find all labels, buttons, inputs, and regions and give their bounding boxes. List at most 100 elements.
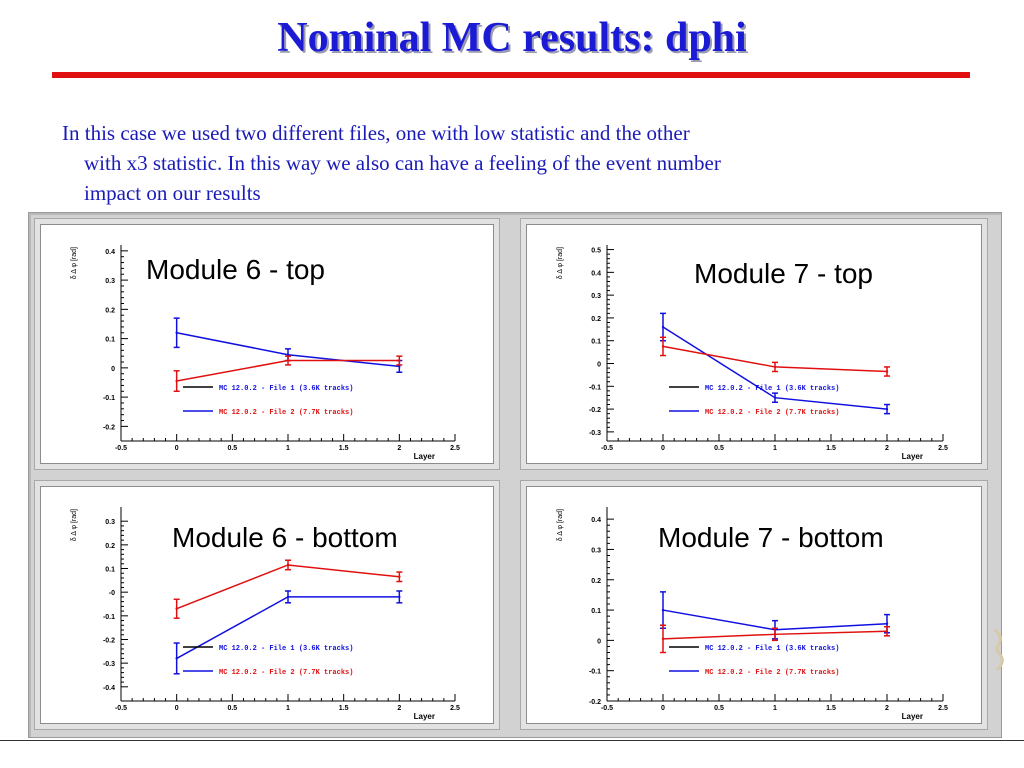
- intro-line: with x3 statistic. In this way we also c…: [84, 151, 721, 175]
- x-tick-label: 0: [175, 705, 179, 712]
- data-point: [175, 657, 178, 660]
- legend-label: MC 12.0.2 - File 2 (7.7K tracks): [705, 669, 839, 677]
- intro-line: impact on our results: [84, 181, 261, 205]
- y-tick-label: 0: [597, 362, 601, 369]
- legend-label: MC 12.0.2 - File 1 (3.6K tracks): [219, 645, 353, 653]
- y-tick-label: -0.2: [589, 407, 601, 414]
- x-axis-title: Layer: [414, 712, 435, 721]
- data-point: [885, 370, 889, 373]
- y-axis-title: δ Δ φ [rad]: [557, 247, 564, 279]
- x-tick-label: 1.5: [826, 445, 836, 452]
- plot-svg: -0.4 -0.3 -0.2 -0.1 -0 0.1 0.2 0.3 -0.5 0 0.5 1 1.5 2…: [71, 507, 460, 721]
- plot-title: Module 7 - top: [694, 258, 873, 289]
- data-point: [398, 359, 401, 362]
- legend-label: MC 12.0.2 - File 1 (3.6K tracks): [705, 645, 839, 653]
- plot-svg: -0.2 -0.1 0 0.1 0.2 0.3 0.4 -0.5 0 0.5 1 1.5 2 2.5 Lay…: [71, 245, 460, 461]
- legend-label: MC 12.0.2 - File 1 (3.6K tracks): [705, 385, 839, 393]
- y-tick-label: -0.4: [103, 685, 115, 692]
- x-tick-label: 0.5: [227, 445, 237, 452]
- data-point: [175, 607, 178, 610]
- y-axis-title: δ Δ φ [rad]: [71, 509, 78, 541]
- y-tick-label: 0: [111, 366, 115, 373]
- y-axis-title: δ Δ φ [rad]: [71, 247, 78, 279]
- x-tick-label: 0: [661, 705, 665, 712]
- x-tick-label: 2.5: [938, 705, 948, 712]
- y-tick-label: -0.1: [589, 384, 601, 391]
- y-tick-label: -0: [109, 590, 115, 597]
- x-axis-title: Layer: [902, 712, 923, 721]
- data-point: [773, 633, 777, 636]
- y-tick-label: 0.1: [105, 337, 115, 344]
- x-tick-label: 0: [175, 445, 179, 452]
- y-tick-label: 0.2: [105, 307, 115, 314]
- y-tick-label: -0.2: [589, 699, 601, 706]
- data-point: [661, 637, 665, 641]
- title-underline: [52, 72, 970, 78]
- y-tick-label: 0.2: [591, 316, 601, 323]
- y-tick-label: -0.3: [103, 661, 115, 668]
- x-tick-label: 2.5: [938, 445, 948, 452]
- y-tick-label: 0.3: [105, 519, 115, 526]
- y-tick-label: -0.1: [589, 669, 601, 676]
- data-point: [286, 563, 290, 567]
- y-tick-label: 0.2: [105, 543, 115, 550]
- data-point: [885, 407, 889, 411]
- y-tick-label: -0.2: [103, 424, 115, 431]
- x-tick-label: -0.5: [115, 705, 127, 712]
- data-point: [398, 575, 401, 578]
- x-tick-label: 1.5: [339, 705, 349, 712]
- x-tick-label: 2: [885, 705, 889, 712]
- y-tick-label: 0: [597, 638, 601, 645]
- x-tick-label: 1.5: [826, 705, 836, 712]
- plot-title: Module 6 - top: [146, 254, 325, 285]
- plot-module7-bottom: -0.2 -0.1 0 0.1 0.2 0.3 0.4 -0.5 0 0.5 1 1.5 2 2.5 Lay…: [526, 486, 982, 724]
- slide-title: Nominal MC results: dphi: [277, 15, 747, 61]
- x-tick-label: 2: [397, 445, 401, 452]
- x-tick-label: -0.5: [115, 445, 127, 452]
- data-point: [661, 345, 665, 348]
- x-tick-label: 0.5: [714, 445, 724, 452]
- legend-label: MC 12.0.2 - File 1 (3.6K tracks): [219, 385, 353, 393]
- x-tick-label: 1.5: [339, 445, 349, 452]
- legend-label: MC 12.0.2 - File 2 (7.7K tracks): [705, 409, 839, 417]
- x-tick-label: 1: [773, 445, 777, 452]
- decorative-bracket-icon: [994, 628, 1004, 672]
- y-tick-label: -0.3: [589, 430, 601, 437]
- y-tick-label: 0.3: [105, 278, 115, 285]
- x-tick-label: 2: [397, 705, 401, 712]
- data-point: [885, 622, 889, 625]
- footer-rule: [0, 740, 1024, 741]
- data-point: [286, 359, 290, 362]
- x-tick-label: 2: [885, 445, 889, 452]
- x-tick-label: -0.5: [601, 445, 613, 452]
- legend-label: MC 12.0.2 - File 2 (7.7K tracks): [219, 409, 353, 417]
- intro-line: In this case we used two different files…: [62, 121, 690, 145]
- y-tick-label: 0.1: [105, 567, 115, 574]
- x-axis-title: Layer: [414, 452, 435, 461]
- data-point: [885, 630, 889, 633]
- data-point: [286, 353, 290, 356]
- x-tick-label: 1: [286, 705, 290, 712]
- x-axis-title: Layer: [902, 452, 923, 461]
- y-tick-label: -0.1: [103, 614, 115, 621]
- x-tick-label: 1: [286, 445, 290, 452]
- y-tick-label: 0.3: [591, 547, 601, 554]
- x-tick-label: 0.5: [714, 705, 724, 712]
- data-point: [773, 396, 777, 399]
- x-tick-label: 2.5: [450, 705, 460, 712]
- data-point: [398, 595, 401, 599]
- x-tick-label: 2.5: [450, 445, 460, 452]
- plot-title: Module 6 - bottom: [172, 522, 398, 553]
- x-tick-label: -0.5: [601, 705, 613, 712]
- y-axis-title: δ Δ φ [rad]: [557, 509, 564, 541]
- x-tick-label: 1: [773, 705, 777, 712]
- data-point: [175, 331, 178, 334]
- plot-svg: -0.3 -0.2 -0.1 0 0.1 0.2 0.3 0.4 0.5 -0.5 0 0.5 1 1.5…: [557, 245, 948, 461]
- y-tick-label: -0.1: [103, 395, 115, 402]
- y-tick-label: -0.2: [103, 637, 115, 644]
- data-point: [661, 325, 665, 329]
- y-tick-label: 0.3: [591, 293, 601, 300]
- y-tick-label: 0.4: [591, 270, 601, 277]
- y-tick-label: 0.1: [591, 339, 601, 346]
- data-point: [175, 379, 178, 383]
